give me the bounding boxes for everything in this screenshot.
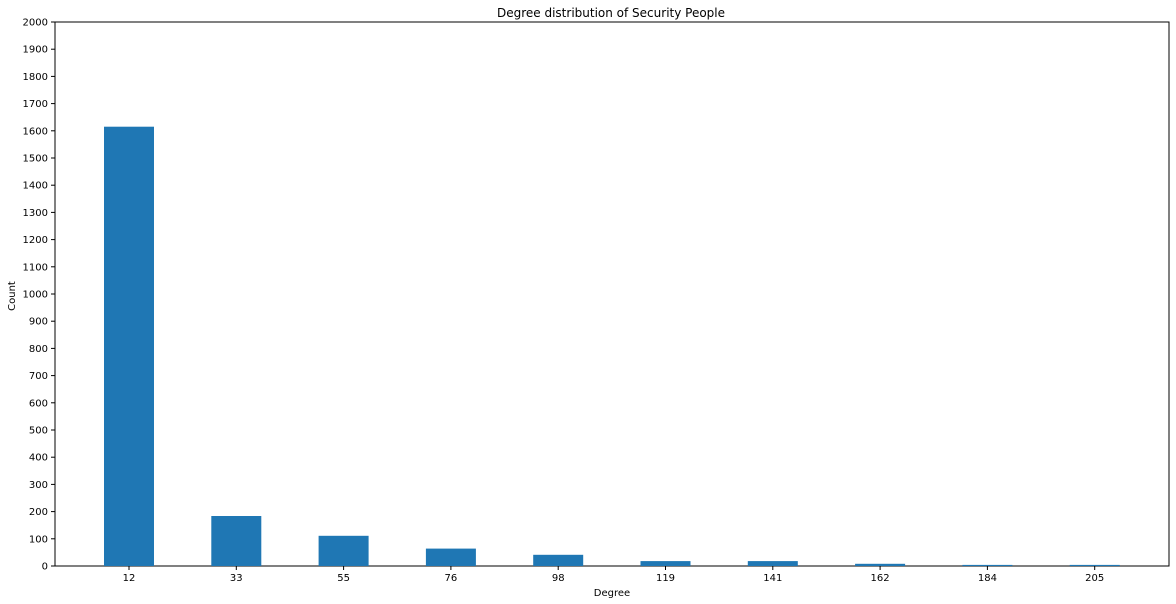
y-tick-label: 1900 <box>23 45 48 56</box>
x-axis-label: Degree <box>594 588 630 599</box>
x-axis-ticks: 12 33 55 76 98 119 141 162 184 205 <box>123 566 1104 584</box>
y-tick-label: 900 <box>29 317 48 328</box>
bar-141 <box>747 561 798 566</box>
bar-119 <box>640 561 691 566</box>
bar-55 <box>318 535 369 566</box>
y-tick-label: 1200 <box>23 235 48 246</box>
bar-205 <box>1069 564 1120 566</box>
x-tick-label: 98 <box>552 573 565 584</box>
y-tick-label: 300 <box>29 480 48 491</box>
y-tick-label: 200 <box>29 507 48 518</box>
x-tick-label: 205 <box>1085 573 1104 584</box>
y-tick-label: 500 <box>29 426 48 437</box>
bar-162 <box>855 563 906 566</box>
y-tick-label: 1100 <box>23 262 48 273</box>
y-tick-label: 1800 <box>23 72 48 83</box>
y-tick-label: 700 <box>29 371 48 382</box>
bar-184 <box>962 564 1013 566</box>
bar-12 <box>104 126 154 566</box>
x-tick-label: 33 <box>230 573 243 584</box>
y-tick-label: 800 <box>29 344 48 355</box>
y-tick-label: 1300 <box>23 208 48 219</box>
bar-33 <box>211 516 262 566</box>
y-axis-label: Count <box>7 281 18 311</box>
y-tick-label: 600 <box>29 398 48 409</box>
x-tick-label: 184 <box>978 573 997 584</box>
x-tick-label: 55 <box>337 573 350 584</box>
y-tick-label: 2000 <box>23 18 48 29</box>
y-tick-label: 1600 <box>23 126 48 137</box>
chart-title: Degree distribution of Security People <box>497 6 725 20</box>
y-tick-label: 1500 <box>23 154 48 165</box>
bar-76 <box>425 548 476 566</box>
x-tick-label: 162 <box>871 573 890 584</box>
y-tick-label: 1400 <box>23 181 48 192</box>
x-tick-label: 141 <box>763 573 782 584</box>
plot-frame <box>54 21 1170 567</box>
x-tick-label: 12 <box>123 573 136 584</box>
y-tick-label: 0 <box>42 562 48 573</box>
bar-98 <box>533 554 584 566</box>
x-tick-label: 76 <box>445 573 458 584</box>
y-tick-label: 1000 <box>23 290 48 301</box>
y-tick-label: 400 <box>29 453 48 464</box>
y-tick-label: 1700 <box>23 99 48 110</box>
y-axis-ticks: 0 100 200 300 400 500 600 700 800 900 1000 1100 1200… <box>23 18 55 573</box>
bars <box>104 126 1120 566</box>
x-tick-label: 119 <box>656 573 675 584</box>
y-tick-label: 100 <box>29 534 48 545</box>
